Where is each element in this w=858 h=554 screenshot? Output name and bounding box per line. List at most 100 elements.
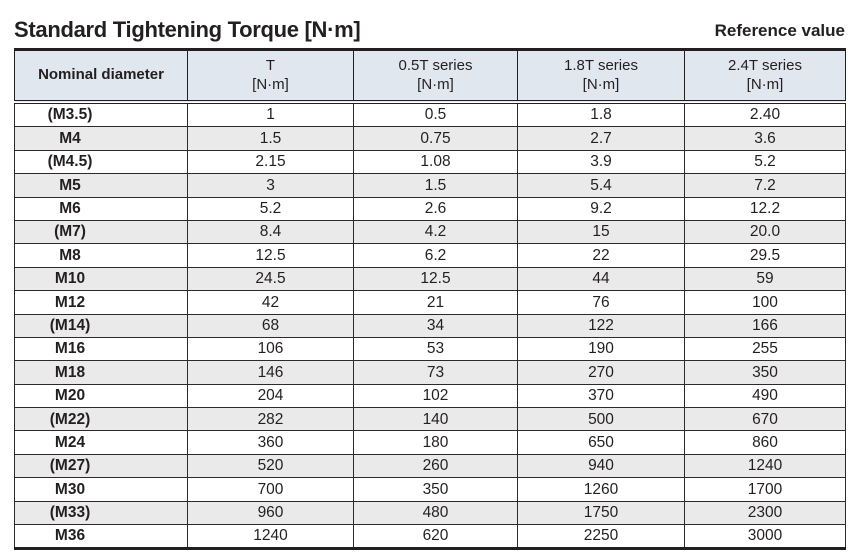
torque-value-cell: 260 xyxy=(353,453,518,479)
table-row: M30 700 350 1260 1700 xyxy=(14,477,846,502)
nominal-diameter-cell: M5 xyxy=(14,173,188,198)
table-row: (M22) 282 140 500 670 xyxy=(14,407,846,432)
torque-value-cell: 940 xyxy=(517,453,685,479)
torque-value-cell: 42 xyxy=(187,290,354,315)
torque-value-cell: 12.5 xyxy=(353,266,518,292)
table-row: (M4.5) 2.15 1.08 3.9 5.2 xyxy=(14,149,846,175)
torque-value-cell: 1.08 xyxy=(353,149,518,175)
torque-value-cell: 140 xyxy=(353,407,518,432)
nominal-diameter-cell: M16 xyxy=(14,336,188,362)
torque-value-cell: 282 xyxy=(187,407,354,432)
torque-value-cell: 6.2 xyxy=(353,243,518,268)
table-row: (M3.5) 1 0.5 1.8 2.40 xyxy=(14,101,846,128)
torque-value-cell: 102 xyxy=(353,383,518,409)
torque-value-cell: 3.6 xyxy=(684,126,846,151)
table-row: M16 106 53 190 255 xyxy=(14,336,846,362)
torque-table: Nominal diameter T [N·m] 0.5T series [N·… xyxy=(14,48,846,551)
table-row: M18 146 73 270 350 xyxy=(14,360,846,385)
table-row: (M33) 960 480 1750 2300 xyxy=(14,500,846,526)
torque-value-cell: 73 xyxy=(353,360,518,385)
torque-value-cell: 350 xyxy=(353,477,518,502)
torque-value-cell: 1 xyxy=(187,101,354,128)
torque-value-cell: 5.2 xyxy=(187,196,354,221)
torque-value-cell: 1240 xyxy=(684,453,846,479)
torque-value-cell: 8.4 xyxy=(187,219,354,245)
torque-value-cell: 3 xyxy=(187,173,354,198)
column-header-18t-series: 1.8T series [N·m] xyxy=(517,49,685,104)
torque-value-cell: 68 xyxy=(187,313,354,338)
torque-value-cell: 29.5 xyxy=(684,243,846,268)
torque-value-cell: 1.5 xyxy=(187,126,354,151)
torque-value-cell: 1750 xyxy=(517,500,685,526)
column-header-05t-series: 0.5T series [N·m] xyxy=(353,49,518,104)
column-label: 2.4T series xyxy=(728,56,802,74)
torque-value-cell: 44 xyxy=(517,266,685,292)
torque-value-cell: 3000 xyxy=(684,524,846,550)
nominal-diameter-cell: (M7) xyxy=(14,219,188,245)
torque-value-cell: 670 xyxy=(684,407,846,432)
torque-value-cell: 122 xyxy=(517,313,685,338)
torque-value-cell: 360 xyxy=(187,430,354,455)
torque-value-cell: 204 xyxy=(187,383,354,409)
torque-value-cell: 24.5 xyxy=(187,266,354,292)
torque-value-cell: 620 xyxy=(353,524,518,550)
torque-value-cell: 21 xyxy=(353,290,518,315)
torque-value-cell: 490 xyxy=(684,383,846,409)
torque-value-cell: 7.2 xyxy=(684,173,846,198)
torque-value-cell: 2.40 xyxy=(684,101,846,128)
torque-value-cell: 5.2 xyxy=(684,149,846,175)
table-row: M5 3 1.5 5.4 7.2 xyxy=(14,173,846,198)
torque-value-cell: 15 xyxy=(517,219,685,245)
column-label: T xyxy=(265,56,276,74)
torque-value-cell: 53 xyxy=(353,336,518,362)
torque-value-cell: 106 xyxy=(187,336,354,362)
torque-value-cell: 2.7 xyxy=(517,126,685,151)
column-unit: [N·m] xyxy=(746,75,784,93)
torque-value-cell: 12.5 xyxy=(187,243,354,268)
torque-value-cell: 146 xyxy=(187,360,354,385)
torque-value-cell: 650 xyxy=(517,430,685,455)
nominal-diameter-cell: M20 xyxy=(14,383,188,409)
table-row: (M14) 68 34 122 166 xyxy=(14,313,846,338)
table-row: M36 1240 620 2250 3000 xyxy=(14,524,846,550)
torque-value-cell: 166 xyxy=(684,313,846,338)
nominal-diameter-cell: M8 xyxy=(14,243,188,268)
column-unit: [N·m] xyxy=(417,75,454,93)
column-label: Nominal diameter xyxy=(38,66,164,84)
nominal-diameter-cell: M6 xyxy=(14,196,188,221)
torque-value-cell: 34 xyxy=(353,313,518,338)
torque-value-cell: 9.2 xyxy=(517,196,685,221)
torque-value-cell: 2300 xyxy=(684,500,846,526)
torque-value-cell: 270 xyxy=(517,360,685,385)
torque-value-cell: 860 xyxy=(684,430,846,455)
nominal-diameter-cell: (M14) xyxy=(14,313,188,338)
nominal-diameter-cell: (M22) xyxy=(14,407,188,432)
table-row: (M7) 8.4 4.2 15 20.0 xyxy=(14,219,846,245)
table-row: (M27) 520 260 940 1240 xyxy=(14,453,846,479)
reference-value-label: Reference value xyxy=(714,20,845,40)
table-row: M8 12.5 6.2 22 29.5 xyxy=(14,243,846,268)
torque-value-cell: 370 xyxy=(517,383,685,409)
table-row: M12 42 21 76 100 xyxy=(14,290,846,315)
column-header-nominal-diameter: Nominal diameter xyxy=(14,49,188,104)
torque-value-cell: 255 xyxy=(684,336,846,362)
torque-value-cell: 180 xyxy=(353,430,518,455)
torque-value-cell: 76 xyxy=(517,290,685,315)
torque-value-cell: 190 xyxy=(517,336,685,362)
torque-value-cell: 0.5 xyxy=(353,101,518,128)
torque-value-cell: 1.8 xyxy=(517,101,685,128)
nominal-diameter-cell: M18 xyxy=(14,360,188,385)
column-unit: [N·m] xyxy=(252,75,289,93)
torque-value-cell: 2.15 xyxy=(187,149,354,175)
nominal-diameter-cell: M12 xyxy=(14,290,188,315)
torque-value-cell: 0.75 xyxy=(353,126,518,151)
torque-value-cell: 12.2 xyxy=(684,196,846,221)
nominal-diameter-cell: (M3.5) xyxy=(14,101,188,128)
torque-value-cell: 1700 xyxy=(684,477,846,502)
torque-value-cell: 100 xyxy=(684,290,846,315)
torque-value-cell: 500 xyxy=(517,407,685,432)
torque-value-cell: 1.5 xyxy=(353,173,518,198)
torque-value-cell: 2250 xyxy=(517,524,685,550)
torque-value-cell: 5.4 xyxy=(517,173,685,198)
nominal-diameter-cell: (M27) xyxy=(14,453,188,479)
